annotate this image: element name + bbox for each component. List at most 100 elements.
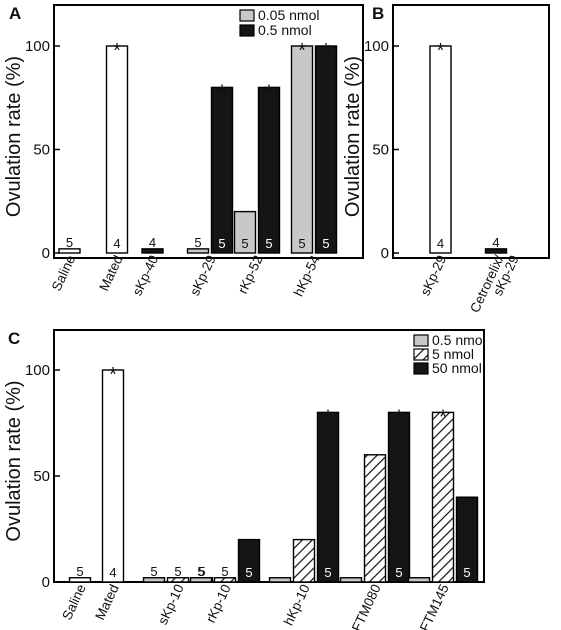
legend-swatch [413,362,429,375]
significance-star: * [439,406,447,428]
significance-star: * [322,40,330,62]
legend-label: 0.05 nmol [258,7,319,23]
bar [268,577,292,583]
significance-star: * [324,406,332,428]
n-label: 4 [437,236,444,251]
bar [105,45,129,254]
n-label: 5 [298,236,305,251]
y-tick-label: 0 [42,245,50,262]
n-label: 5 [218,236,225,251]
y-axis-label: Ovulation rate (%) [3,56,25,217]
x-tick-label: Mated [92,582,121,622]
bar [58,248,81,254]
n-label: 4 [492,235,499,250]
panel-label-c: C [8,329,20,348]
legend-swatch [239,24,255,37]
x-tick-label: FTM080 [349,582,384,630]
n-label: 5 [66,235,73,250]
legend-swatch [413,334,429,347]
x-tick-label: Saline [59,582,88,622]
significance-star: * [109,364,117,386]
bar [316,411,340,583]
bar [363,454,387,583]
bar [68,577,92,583]
bar [142,577,166,583]
n-label: 5 [197,564,204,579]
y-tick-label: 50 [33,142,50,159]
bar [484,248,508,254]
bar [257,86,281,254]
y-tick-label: 100 [25,362,50,379]
n-label: 4 [109,565,116,580]
legend-label: 0.5 nmol [432,332,486,348]
y-tick-label: 50 [372,142,389,159]
bar [407,577,431,583]
bar [292,538,316,583]
y-tick-label: 0 [381,245,389,262]
y-axis-label: Ovulation rate (%) [342,56,364,217]
significance-star: * [218,81,226,103]
bar [210,86,234,254]
legend-label: 5 nmol [432,346,474,362]
n-label: 4 [149,235,156,250]
x-tick-label: rKp-10 [203,582,234,625]
bar [314,45,338,254]
bar [290,45,314,254]
bar [233,210,257,254]
bar [213,577,237,583]
legend-label: 0.5 nmol [258,22,312,38]
significance-star: * [395,406,403,428]
y-tick-label: 100 [364,38,389,55]
x-tick-label: hKp-54 [291,252,323,298]
x-tick-label: FTM145 [417,582,452,630]
x-tick-label: rKp-52 [235,253,266,296]
n-label: 5 [463,565,470,580]
plot-frame [53,4,364,259]
bar [339,577,363,583]
y-tick-label: 50 [33,468,50,485]
bar [141,248,164,254]
panel-label-a: A [9,4,21,23]
n-label: 5 [324,565,331,580]
bar [166,577,190,583]
legend-swatch [239,9,255,22]
n-label: 5 [241,236,248,251]
n-label: 5 [322,236,329,251]
x-tick-label: sKp-29 [418,253,450,298]
bar [455,496,479,583]
n-label: 5 [194,235,201,250]
legend-label: 50 nmol [432,360,482,376]
significance-star: * [437,40,445,62]
plot-frame [392,4,550,259]
significance-star: * [113,40,121,62]
x-tick-label: hKp-10 [281,582,313,628]
y-tick-label: 0 [42,574,50,591]
n-label: 5 [395,565,402,580]
bar [387,411,411,583]
bar [431,411,455,583]
significance-star: * [265,81,273,103]
y-tick-label: 100 [25,38,50,55]
y-axis-label: Ovulation rate (%) [3,380,25,541]
bar [237,538,261,583]
n-label: 5 [150,564,157,579]
legend-swatch [413,348,429,361]
n-label: 5 [245,565,252,580]
x-tick-label: sKp-40 [130,253,162,298]
bar [189,577,213,583]
n-label: 5 [76,564,83,579]
bar [186,248,210,254]
n-label: 4 [113,236,120,251]
panel-label-b: B [372,4,384,23]
x-tick-label: sKp-29 [187,253,219,298]
n-label: 5 [174,564,181,579]
significance-star: * [298,40,306,62]
bar [429,45,452,254]
bar [101,369,125,583]
n-label: 5 [265,236,272,251]
x-tick-label: sKp-10 [155,582,187,627]
